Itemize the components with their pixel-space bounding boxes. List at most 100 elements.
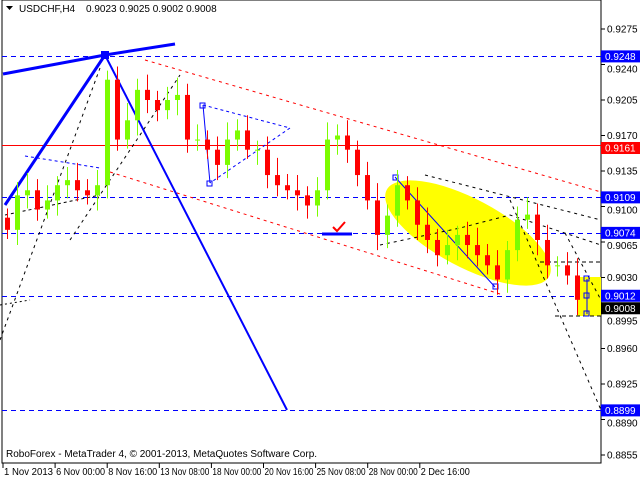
candle-body — [15, 195, 20, 230]
candle — [165, 86, 170, 120]
candle — [575, 258, 580, 316]
projection-line — [379, 214, 602, 246]
projection-line — [424, 174, 602, 221]
trendline — [2, 53, 106, 76]
candle — [295, 175, 300, 211]
candle — [255, 140, 260, 165]
candle-body — [545, 239, 550, 266]
candle-body — [525, 214, 530, 220]
y-tick-label: 0.8995 — [607, 316, 638, 327]
candle — [45, 185, 50, 219]
candle-body — [255, 149, 260, 151]
channel-lower-line — [109, 171, 501, 295]
candle-body — [375, 200, 380, 235]
candle — [85, 179, 90, 205]
level-price-label: 0.9012 — [605, 291, 636, 302]
candle-body — [315, 190, 320, 206]
candle-body — [305, 195, 310, 206]
candle — [225, 122, 230, 179]
candle — [375, 183, 380, 251]
copyright-text: RoboForex - MetaTrader 4, © 2001-2013, M… — [6, 449, 317, 460]
ohlc-readout: 0.9023 0.9025 0.9002 0.9008 — [86, 4, 217, 15]
candle — [195, 124, 200, 151]
candle-body — [425, 224, 430, 240]
candle — [65, 166, 70, 199]
candle-body — [395, 185, 400, 216]
level-price-label: 0.8899 — [605, 406, 636, 417]
anchor-marker — [583, 275, 590, 282]
candle-body — [65, 180, 70, 186]
level-price-tag — [601, 226, 640, 239]
candle — [555, 256, 560, 277]
candle-body — [275, 175, 280, 186]
candle-body — [135, 89, 140, 121]
y-tick-label: 0.9100 — [607, 205, 638, 216]
y-tick-label: 0.9240 — [607, 64, 638, 75]
x-tick-label: 18 Nov 00:00 — [212, 467, 261, 478]
candle — [485, 244, 490, 275]
candle — [95, 169, 100, 211]
candle-body — [285, 185, 290, 191]
wave-up-line — [3, 54, 107, 206]
candle — [285, 174, 290, 200]
anchor-marker — [206, 180, 213, 187]
x-tick-label: 28 Nov 00:00 — [369, 467, 418, 478]
candle — [415, 187, 420, 240]
candle — [315, 177, 320, 217]
candle — [475, 227, 480, 267]
checkmark-icon — [332, 221, 346, 233]
candle-body — [495, 265, 500, 280]
candle-body — [95, 185, 100, 196]
candle — [455, 225, 460, 261]
candle-body — [215, 149, 220, 165]
candle-body — [55, 185, 60, 201]
candle — [275, 157, 280, 197]
x-tick-label: 13 Nov 08:00 — [160, 467, 209, 478]
candle-body — [505, 250, 510, 280]
candle-body — [465, 234, 470, 246]
y-tick-label: 0.8890 — [607, 418, 638, 429]
candle-body — [205, 139, 210, 150]
candle — [365, 161, 370, 210]
candle — [435, 228, 440, 267]
candle — [425, 207, 430, 254]
y-tick-label: 0.8960 — [607, 344, 638, 355]
candle — [245, 115, 250, 159]
candle-body — [455, 234, 460, 246]
candle — [505, 240, 510, 293]
candle — [205, 130, 210, 159]
level-price-tag — [601, 50, 640, 63]
candle-body — [155, 100, 160, 111]
price-tags: 0.9248 0.9161 0.9109 0.9074 0.9012 0.9008 0.88… — [601, 50, 640, 417]
y-tick-label: 0.9065 — [607, 241, 638, 252]
candle-body — [235, 130, 240, 140]
level-price-tag — [601, 191, 640, 204]
candle — [105, 70, 110, 199]
level-price-tag — [601, 404, 640, 417]
candle — [565, 252, 570, 285]
trendline-ext — [104, 42, 176, 57]
candle-body — [165, 100, 170, 111]
candle-body — [515, 219, 520, 251]
candle — [265, 136, 270, 189]
time-axis: 1 Nov 2013 6 Nov 00:00 8 Nov 16:00 13 Nov 0… — [2, 463, 470, 478]
dropdown-triangle-icon[interactable] — [6, 6, 13, 10]
y-tick-label: 0.9275 — [607, 25, 638, 36]
candle-body — [535, 214, 540, 240]
candle-body — [475, 245, 480, 256]
level-price-tag — [601, 142, 640, 155]
candle-body — [555, 265, 560, 267]
candle — [355, 140, 360, 187]
candle-body — [575, 275, 580, 300]
fan-line — [69, 74, 181, 241]
candle — [525, 197, 530, 229]
anchor-marker — [199, 102, 206, 109]
candle-body — [365, 175, 370, 201]
anchor-marker — [583, 292, 590, 299]
candle-body — [5, 217, 10, 230]
candle — [145, 74, 150, 114]
y-tick-label: 0.9030 — [607, 273, 638, 284]
candle — [445, 229, 450, 265]
candle — [325, 122, 330, 200]
